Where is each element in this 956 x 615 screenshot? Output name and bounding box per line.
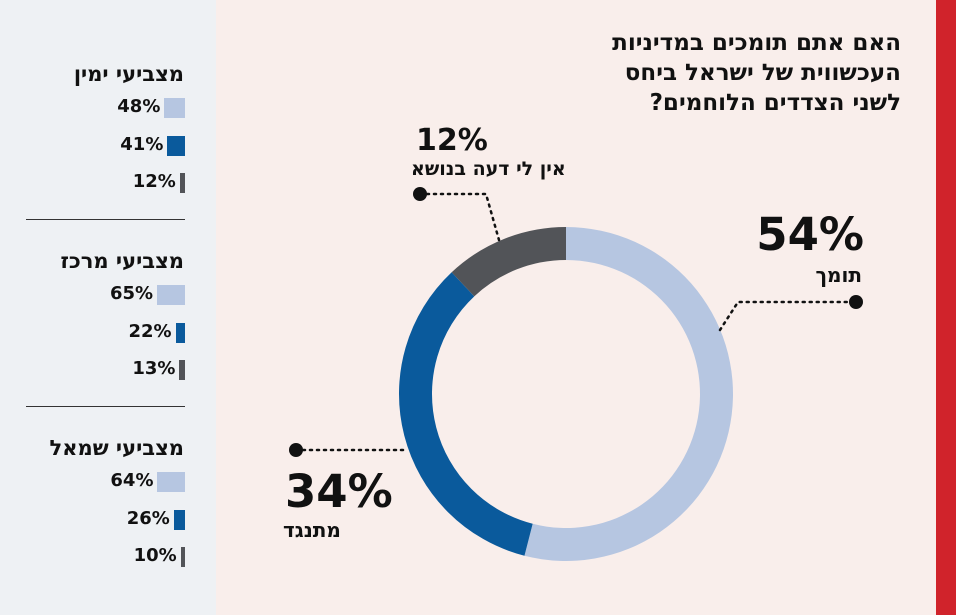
group-title-left: מצביעי שמאל	[49, 436, 185, 460]
bar-label: 41%	[120, 134, 164, 155]
leader-dot-no-opinion	[413, 187, 427, 201]
bar-label: 13%	[132, 358, 176, 379]
bar-label: 10%	[133, 545, 177, 566]
bar-left-oppose	[173, 510, 185, 530]
bar-right-oppose	[167, 136, 185, 156]
bar-label: 12%	[132, 171, 176, 192]
bar-label: 65%	[109, 283, 154, 304]
donut-slice-oppose	[398, 272, 533, 556]
donut-slice-support	[524, 227, 733, 561]
oppose-label: מתנגד	[283, 518, 341, 542]
bar-center-no-opinion	[179, 360, 185, 380]
bar-label: 64%	[110, 470, 154, 491]
bar-label: 26%	[126, 508, 170, 529]
bar-right-no-opinion	[179, 173, 185, 193]
support-percent: 54%	[756, 208, 864, 261]
group-divider	[26, 219, 185, 220]
group-title-right: מצביעי ימין	[73, 62, 184, 86]
bar-label: 48%	[117, 96, 161, 117]
bar-right-support	[164, 98, 185, 118]
leader-dot-oppose	[289, 443, 303, 457]
leader-line-support	[718, 300, 858, 332]
group-title-center: מצביעי מרכז	[60, 249, 184, 273]
leader-line-no-opinion	[418, 192, 501, 242]
accent-strip	[936, 0, 956, 615]
bar-center-oppose	[175, 323, 185, 343]
bar-left-support	[157, 472, 185, 492]
chart-title: האם אתם תומכים במדיניות העכשווית של ישרא…	[612, 30, 901, 116]
bar-center-support	[157, 285, 185, 305]
oppose-percent: 34%	[285, 465, 393, 518]
group-divider	[26, 406, 185, 407]
no-opinion-percent: 12%	[416, 123, 488, 158]
donut-slice-no-opinion	[451, 227, 566, 297]
leader-dot-support	[849, 295, 863, 309]
support-label: תומך	[815, 263, 862, 287]
bar-label: 22%	[128, 321, 172, 342]
bar-left-no-opinion	[180, 547, 185, 567]
no-opinion-label: אין לי דעה בנושא	[411, 158, 566, 180]
